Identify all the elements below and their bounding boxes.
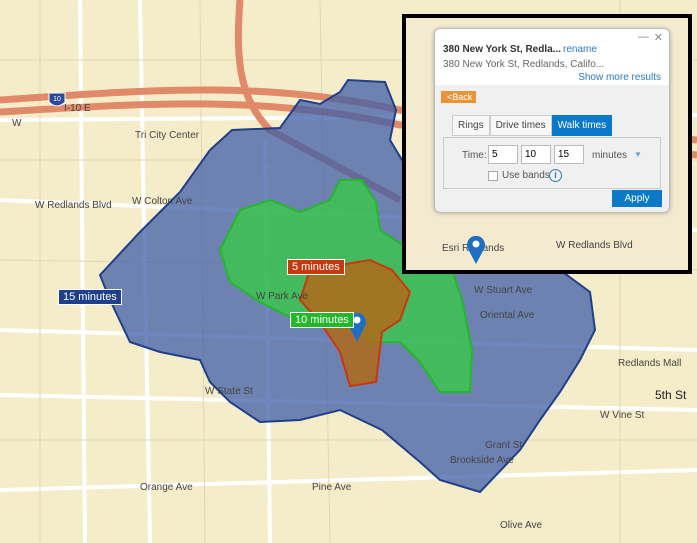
street-label: Oriental Ave <box>480 310 535 321</box>
location-popup: — ✕ 380 New York St, Redla... rename 380… <box>434 28 670 212</box>
street-label: Olive Ave <box>500 520 543 531</box>
svg-text:10: 10 <box>53 96 61 103</box>
street-label: Pine Ave <box>312 482 352 493</box>
time-input-2[interactable]: 10 <box>521 145 551 164</box>
street-label: W Park Ave <box>256 291 309 302</box>
walk-time-label-5: 5 minutes <box>287 259 345 275</box>
interstate-shield-icon: 10 <box>48 92 66 107</box>
use-bands-label: Use bands <box>502 170 550 181</box>
street-label: I-10 E <box>64 103 91 114</box>
popup-address: 380 New York St, Redlands, Califo... <box>443 59 605 70</box>
street-label: W Vine St <box>600 410 645 421</box>
street-label: W State St <box>205 386 253 397</box>
back-button[interactable]: <Back <box>441 91 477 103</box>
units-select[interactable]: minutes <box>592 150 628 161</box>
show-more-results-link[interactable]: Show more results <box>578 72 661 83</box>
street-label: Orange Ave <box>140 482 193 493</box>
walk-time-label-10: 10 minutes <box>290 312 354 328</box>
walk-time-label-15: 15 minutes <box>58 289 122 305</box>
time-input-1[interactable]: 5 <box>488 145 518 164</box>
street-label: W <box>12 118 22 129</box>
popup-inset-callout: W Redlands Blvd Esri Redlands — ✕ 380 Ne… <box>402 14 692 274</box>
street-label: Redlands Mall <box>618 358 682 369</box>
chevron-down-icon[interactable]: ▼ <box>634 150 642 159</box>
street-label: Brookside Ave <box>450 455 514 466</box>
tab-drive-times[interactable]: Drive times <box>489 115 552 136</box>
street-label: W Stuart Ave <box>474 285 533 296</box>
rename-link[interactable]: rename <box>563 44 597 55</box>
street-label: W Redlands Blvd <box>35 200 112 211</box>
minimize-button[interactable]: — <box>638 31 649 43</box>
street-label: Grant St <box>485 440 523 451</box>
use-bands-checkbox[interactable] <box>488 171 498 181</box>
time-input-3[interactable]: 15 <box>554 145 584 164</box>
street-label: Tri City Center <box>135 130 200 141</box>
street-label: W Colton Ave <box>132 196 193 207</box>
street-label: 5th St <box>655 388 687 402</box>
street-label: W Redlands Blvd <box>556 240 633 251</box>
apply-button[interactable]: Apply <box>612 190 662 207</box>
time-label: Time: <box>462 150 487 161</box>
close-button[interactable]: ✕ <box>653 32 663 44</box>
tab-walk-times[interactable]: Walk times <box>551 115 613 136</box>
info-icon[interactable]: i <box>549 169 562 182</box>
location-pin-icon[interactable] <box>466 236 486 266</box>
tab-rings[interactable]: Rings <box>452 115 490 136</box>
popup-title: 380 New York St, Redla... <box>443 44 562 55</box>
